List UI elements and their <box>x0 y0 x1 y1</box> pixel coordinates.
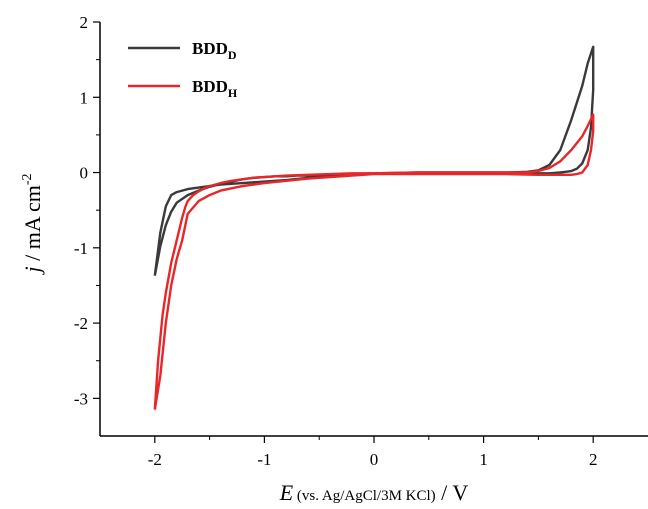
x-axis-unit: / V <box>436 480 469 505</box>
legend-label-bdd-h: BDDH <box>192 77 238 100</box>
y-tick-label: -1 <box>74 239 88 258</box>
y-axis-ticks: -3 -2 -1 0 1 2 <box>74 13 100 408</box>
y-tick-label: -2 <box>74 314 88 333</box>
x-axis-label: E (vs. Ag/AgCl/3M KCl) / V <box>279 480 469 505</box>
legend-label-bdd-d: BDDD <box>192 39 237 62</box>
y-axis-unit-exponent: -2 <box>20 173 35 185</box>
x-axis-symbol: E <box>279 480 294 505</box>
plot-frame <box>99 22 648 437</box>
y-tick-label: -3 <box>74 389 88 408</box>
x-tick-label: 2 <box>589 450 598 469</box>
x-tick-label: -1 <box>257 450 271 469</box>
x-axis-ticks: -2 -1 0 1 2 <box>148 436 598 469</box>
y-tick-label: 1 <box>80 88 89 107</box>
y-axis-symbol: j <box>20 266 45 275</box>
series-curves <box>153 45 595 410</box>
x-tick-label: 0 <box>370 450 379 469</box>
x-tick-label: -2 <box>148 450 162 469</box>
y-tick-label: 2 <box>80 13 89 32</box>
y-axis-label: j / mA cm-2 <box>20 173 45 275</box>
y-tick-label: 0 <box>80 164 89 183</box>
x-tick-label: 1 <box>479 450 488 469</box>
series-line-bdd-h <box>153 113 595 410</box>
x-axis-reference-note: (vs. Ag/AgCl/3M KCl) <box>293 488 436 504</box>
legend: BDDD BDDH <box>128 39 238 100</box>
y-axis-unit: / mA cm <box>20 185 45 266</box>
